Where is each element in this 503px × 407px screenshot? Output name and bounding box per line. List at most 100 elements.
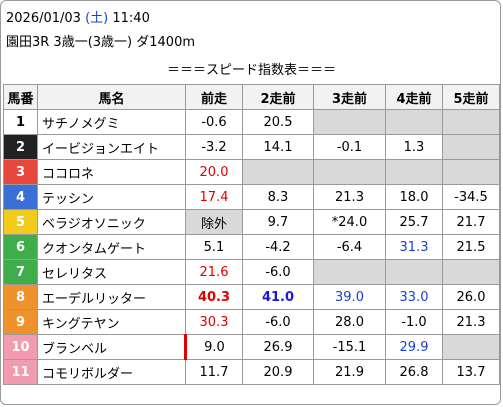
horse-number: 6 [3, 234, 38, 260]
speed-index: 21.3 [313, 184, 386, 210]
table-title: ＝＝＝スピード指数表＝＝＝ [166, 63, 336, 78]
horse-name: エーデルリッター [37, 284, 186, 310]
speed-index: 17.4 [185, 184, 243, 210]
horse-name: ブランベル [37, 334, 186, 360]
horse-name: キングテヤン [37, 309, 186, 335]
speed-index: 39.0 [313, 284, 386, 310]
speed-index: -0.6 [185, 109, 243, 135]
column-header: 馬名 [37, 84, 186, 110]
horse-number: 3 [3, 159, 38, 185]
speed-index: 30.3 [185, 309, 243, 335]
speed-index: 18.0 [385, 184, 443, 210]
speed-index: 9.0 [184, 334, 243, 360]
horse-name: サチノメグミ [37, 109, 186, 135]
column-header: 前走 [185, 84, 243, 110]
weekday: (土) [85, 11, 109, 26]
column-header: 4走前 [385, 84, 443, 110]
speed-index: -6.0 [242, 259, 314, 285]
empty-cell [442, 159, 500, 185]
horse-number: 7 [3, 259, 38, 285]
speed-index: 21.7 [442, 209, 500, 235]
empty-cell [385, 259, 443, 285]
horse-name: クオンタムゲート [37, 234, 186, 260]
horse-row: 6 クオンタムゲート 5.1 -4.2 -6.4 31.3 21.5 [3, 234, 500, 260]
speed-index: 41.0 [242, 284, 314, 310]
race-info: 園田3R 3歳一(3歳一) ダ1400m [6, 35, 196, 50]
speed-index: 25.7 [385, 209, 443, 235]
speed-index: -3.2 [185, 134, 243, 160]
speed-index: 26.0 [442, 284, 500, 310]
speed-index: -6.4 [313, 234, 386, 260]
empty-cell [442, 259, 500, 285]
horse-name: ベラジオソニック [37, 209, 186, 235]
horse-row: 2 イービジョンエイト -3.2 14.1 -0.1 1.3 [3, 134, 500, 160]
horse-row: 5 ベラジオソニック 除外 9.7 *24.0 25.7 21.7 [3, 209, 500, 235]
empty-cell [442, 334, 500, 360]
horse-number: 9 [3, 309, 38, 335]
time: 11:40 [112, 11, 150, 26]
speed-index: 21.6 [185, 259, 243, 285]
speed-index: 5.1 [185, 234, 243, 260]
speed-index: 20.9 [242, 359, 314, 385]
horse-number: 1 [3, 109, 38, 135]
speed-index: 除外 [185, 209, 243, 235]
horse-number: 11 [3, 359, 38, 385]
column-header: 3走前 [313, 84, 386, 110]
speed-index: 28.0 [313, 309, 386, 335]
empty-cell [442, 134, 500, 160]
horse-row: 1 サチノメグミ -0.6 20.5 [3, 109, 500, 135]
column-header: 馬番 [3, 84, 38, 110]
empty-cell [242, 159, 314, 185]
speed-index: 33.0 [385, 284, 443, 310]
speed-index: *24.0 [313, 209, 386, 235]
speed-index: 20.0 [185, 159, 243, 185]
empty-cell [313, 109, 386, 135]
speed-index: -34.5 [442, 184, 500, 210]
horse-name: セレリタス [37, 259, 186, 285]
speed-index: -0.1 [313, 134, 386, 160]
horse-name: ココロネ [37, 159, 186, 185]
horse-row: 11 コモリボルダー 11.7 20.9 21.9 26.8 13.7 [3, 359, 500, 385]
speed-index: 21.9 [313, 359, 386, 385]
horse-number: 8 [3, 284, 38, 310]
speed-index: 8.3 [242, 184, 314, 210]
speed-index: -1.0 [385, 309, 443, 335]
horse-number: 5 [3, 209, 38, 235]
empty-cell [313, 159, 386, 185]
speed-index: 14.1 [242, 134, 314, 160]
horse-number: 2 [3, 134, 38, 160]
speed-index: 29.9 [385, 334, 443, 360]
speed-index: 21.5 [442, 234, 500, 260]
empty-cell [442, 109, 500, 135]
speed-index: 13.7 [442, 359, 500, 385]
speed-index: -6.0 [242, 309, 314, 335]
speed-index: 20.5 [242, 109, 314, 135]
horse-row: 4 テッシン 17.4 8.3 21.3 18.0 -34.5 [3, 184, 500, 210]
horse-row: 8 エーデルリッター 40.3 41.0 39.0 33.0 26.0 [3, 284, 500, 310]
speed-index: 40.3 [185, 284, 243, 310]
speed-index: 26.9 [242, 334, 314, 360]
speed-table: 馬番 馬名 前走 2走前 3走前 4走前 5走前 1 サチノメグミ -0.6 20.5 2 イービジョ… [3, 84, 500, 385]
speed-index: 1.3 [385, 134, 443, 160]
horse-number: 10 [3, 334, 38, 360]
horse-row: 9 キングテヤン 30.3 -6.0 28.0 -1.0 21.3 [3, 309, 500, 335]
empty-cell [385, 109, 443, 135]
header-row: 馬番 馬名 前走 2走前 3走前 4走前 5走前 [3, 84, 500, 110]
speed-index: 11.7 [185, 359, 243, 385]
column-header: 2走前 [242, 84, 314, 110]
horse-row: 3 ココロネ 20.0 [3, 159, 500, 185]
horse-number: 4 [3, 184, 38, 210]
date: 2026/01/03 [6, 11, 81, 26]
empty-cell [313, 259, 386, 285]
speed-index: 26.8 [385, 359, 443, 385]
horse-row: 10 ブランベル 9.0 26.9 -15.1 29.9 [3, 334, 500, 360]
horse-row: 7 セレリタス 21.6 -6.0 [3, 259, 500, 285]
speed-index: -4.2 [242, 234, 314, 260]
empty-cell [385, 159, 443, 185]
horse-name: コモリボルダー [37, 359, 186, 385]
speed-index: -15.1 [313, 334, 386, 360]
horse-name: テッシン [37, 184, 186, 210]
column-header: 5走前 [442, 84, 500, 110]
horse-name: イービジョンエイト [37, 134, 186, 160]
